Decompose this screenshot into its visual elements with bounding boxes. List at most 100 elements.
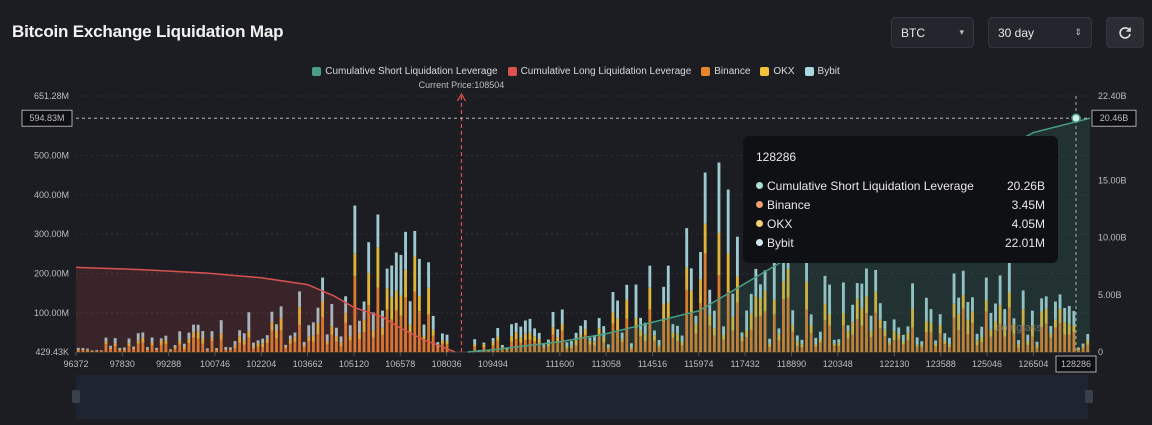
liquidation-bar: [625, 318, 629, 353]
legend-item[interactable]: OKX: [760, 66, 795, 77]
liquidation-bar: [445, 341, 449, 345]
liquidation-bar: [159, 344, 163, 353]
liquidation-bar: [583, 335, 587, 353]
legend-label: Cumulative Short Liquidation Leverage: [325, 66, 498, 77]
liquidation-bar: [574, 332, 578, 341]
liquidation-bar: [759, 298, 762, 317]
liquidation-bar: [897, 327, 901, 335]
liquidation-bar: [247, 337, 251, 353]
liquidation-bar: [634, 284, 638, 318]
tooltip-row-name: Bybit: [767, 235, 794, 250]
liquidation-bar: [809, 333, 813, 353]
liquidation-bar: [749, 313, 753, 330]
liquidation-bar: [574, 345, 578, 353]
liquidation-bar: [680, 342, 684, 346]
liquidation-bar: [348, 336, 352, 341]
liquidation-bar: [966, 301, 970, 320]
liquidation-bar: [616, 300, 619, 319]
liquidation-bar: [814, 346, 818, 353]
liquidation-bar: [1007, 292, 1011, 308]
liquidation-bar: [823, 275, 827, 304]
liquidation-bar: [740, 332, 744, 338]
liquidation-bar: [533, 341, 537, 353]
coin-select[interactable]: BTC ▾: [891, 17, 974, 48]
liquidation-bar: [749, 329, 753, 353]
liquidation-bar: [173, 345, 177, 347]
liquidation-bar: [579, 338, 583, 353]
liquidation-bar: [915, 344, 919, 347]
liquidation-bar: [381, 310, 384, 328]
legend-item[interactable]: Cumulative Short Liquidation Leverage: [312, 66, 498, 77]
liquidation-bar: [740, 337, 744, 342]
x-tick-label: 123588: [926, 359, 956, 369]
liquidation-bar: [376, 247, 380, 288]
liquidation-bar: [980, 337, 984, 343]
zoom-scrollbar[interactable]: [76, 375, 1088, 419]
liquidation-bar: [722, 335, 726, 340]
legend-item[interactable]: Cumulative Long Liquidation Leverage: [507, 66, 691, 77]
liquidation-bar: [99, 350, 103, 351]
zoom-handle-left[interactable]: [72, 390, 80, 403]
liquidation-bar: [109, 345, 112, 348]
liquidation-bar: [325, 340, 329, 345]
liquidation-bar: [800, 347, 804, 353]
liquidation-bar: [252, 348, 255, 353]
liquidation-bar: [196, 324, 200, 332]
liquidation-bar: [602, 336, 606, 343]
liquidation-bar: [957, 330, 961, 353]
y-right-tick-label: 15.00B: [1098, 176, 1127, 186]
liquidation-bar: [588, 344, 592, 353]
liquidation-bar: [906, 326, 910, 334]
liquidation-bar: [966, 334, 970, 353]
liquidation-bar: [662, 304, 666, 322]
liquidation-bar: [394, 310, 398, 353]
liquidation-bar: [869, 337, 873, 353]
long-leverage-line: [75, 266, 456, 353]
liquidation-bar: [1007, 307, 1011, 353]
liquidation-bar: [874, 312, 878, 353]
refresh-button[interactable]: [1106, 17, 1144, 48]
liquidation-bar: [491, 338, 495, 342]
liquidation-bar: [270, 322, 274, 331]
y-left-tick-label: 400.00M: [34, 190, 69, 200]
tooltip-dot: [756, 220, 763, 227]
liquidation-bar: [316, 322, 320, 335]
liquidation-bar: [205, 348, 209, 351]
legend-item[interactable]: Binance: [701, 66, 750, 77]
liquidation-bar: [339, 342, 343, 347]
zoom-handle-right[interactable]: [1085, 390, 1093, 403]
liquidation-bar: [367, 273, 371, 306]
period-select[interactable]: 30 day ⇕: [988, 17, 1092, 48]
liquidation-bar: [731, 293, 735, 317]
legend-item[interactable]: Bybit: [804, 66, 840, 77]
liquidation-bar: [772, 314, 776, 353]
liquidation-bar: [712, 328, 716, 336]
liquidation-bar: [159, 338, 163, 341]
liquidation-bar: [759, 284, 762, 299]
x-tick-label: 102204: [246, 359, 276, 369]
liquidation-bar: [648, 287, 652, 310]
tooltip-row-name: Binance: [767, 197, 811, 212]
x-value-label: 128286: [1061, 359, 1091, 369]
liquidation-bar: [325, 334, 329, 341]
liquidation-bar: [671, 332, 675, 338]
liquidation-bar: [906, 333, 910, 341]
liquidation-bar: [339, 346, 343, 353]
liquidation-bar: [210, 331, 214, 338]
liquidation-bar: [445, 334, 449, 342]
liquidation-bar: [219, 339, 223, 353]
liquidation-bar: [321, 301, 325, 318]
liquidation-bar: [537, 339, 541, 345]
liquidation-bar: [381, 334, 384, 353]
liquidation-bar: [132, 347, 136, 350]
liquidation-bar: [1072, 331, 1076, 353]
liquidation-bar: [76, 347, 80, 350]
liquidation-bar: [316, 334, 320, 353]
liquidation-bar: [141, 332, 145, 338]
liquidation-bar: [228, 347, 232, 350]
legend-swatch: [804, 67, 814, 76]
liquidation-bar: [510, 336, 513, 342]
liquidation-bar: [408, 324, 412, 334]
liquidation-bar: [606, 347, 610, 349]
liquidation-bar: [367, 242, 371, 274]
